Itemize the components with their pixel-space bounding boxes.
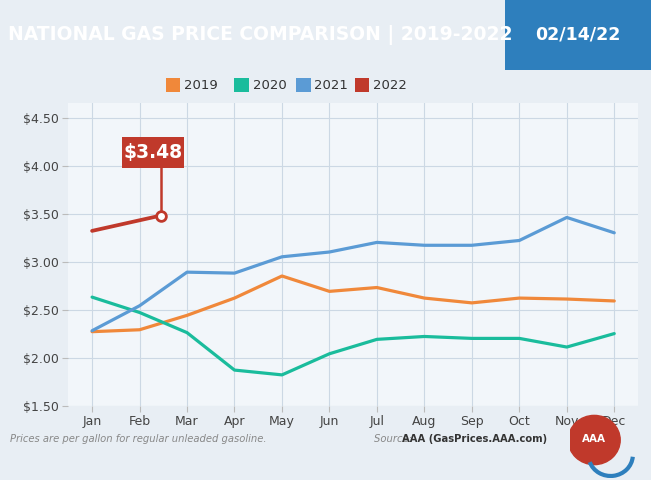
FancyBboxPatch shape [122,137,184,168]
FancyBboxPatch shape [505,0,651,70]
Bar [355,78,369,92]
Text: NATIONAL GAS PRICE COMPARISON | 2019-2022: NATIONAL GAS PRICE COMPARISON | 2019-202… [8,25,512,45]
Circle shape [568,415,620,465]
Text: Prices are per gallon for regular unleaded gasoline.: Prices are per gallon for regular unlead… [10,434,266,444]
Text: 2020: 2020 [253,79,286,92]
Bar [166,78,180,92]
Text: 2019: 2019 [184,79,218,92]
Text: 2022: 2022 [373,79,407,92]
Text: $3.48: $3.48 [123,143,182,162]
Text: 02/14/22: 02/14/22 [535,26,621,44]
Bar [296,78,311,92]
Bar [234,78,249,92]
Text: AAA: AAA [582,434,606,444]
Text: AAA (GasPrices.AAA.com): AAA (GasPrices.AAA.com) [402,434,547,444]
Text: Source:: Source: [374,434,415,444]
Text: 2021: 2021 [314,79,348,92]
